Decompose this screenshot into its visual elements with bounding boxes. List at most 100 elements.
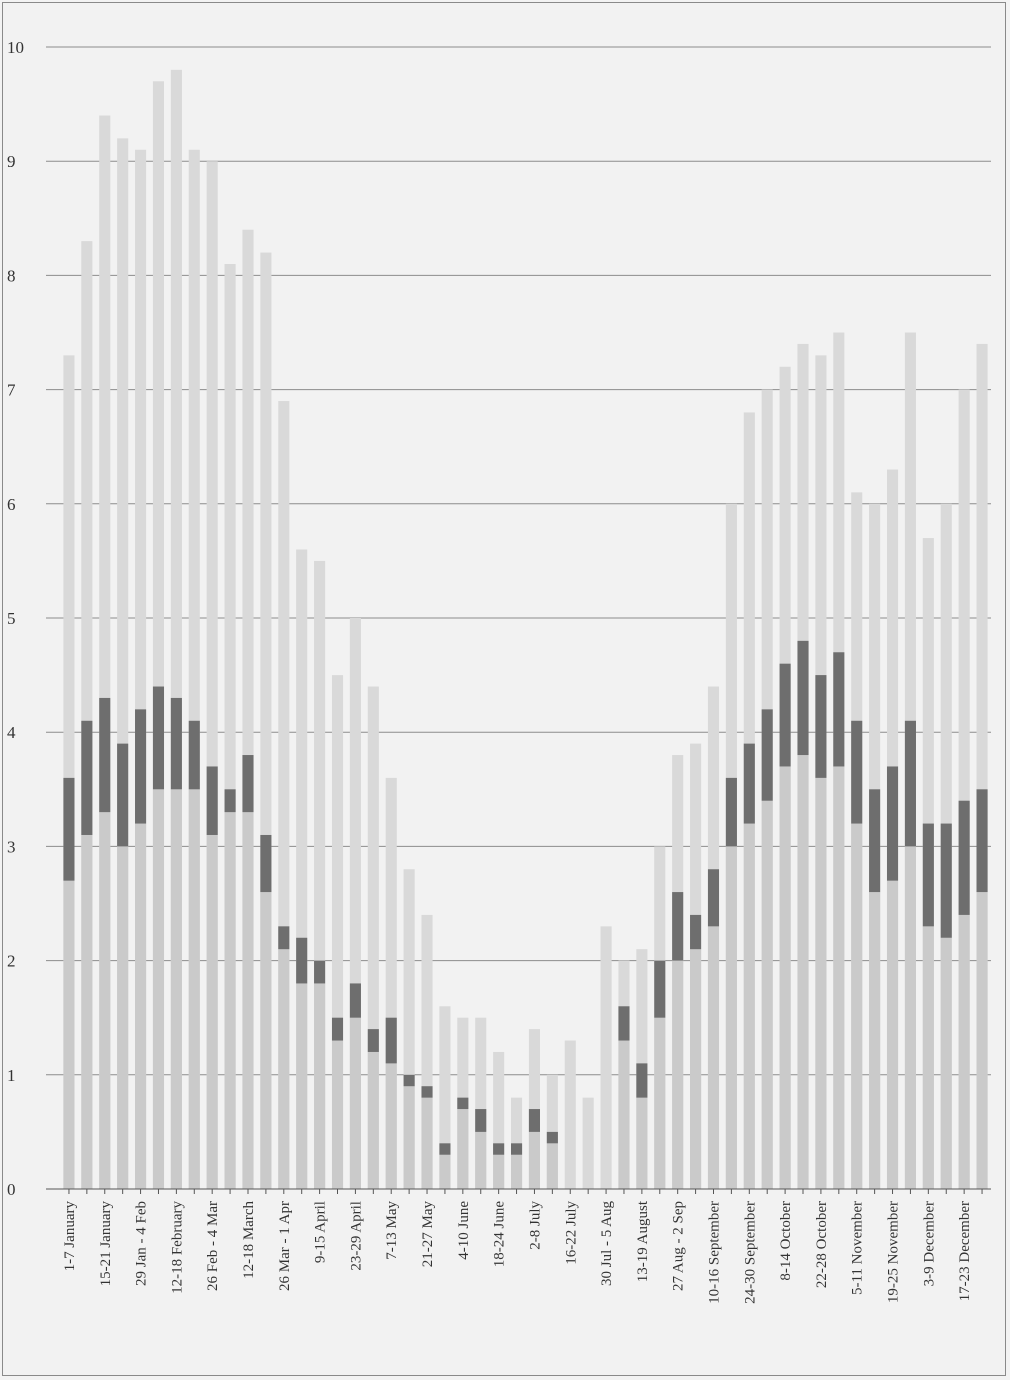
lower-range-bar [797,755,809,1189]
lower-range-bar [761,800,773,1189]
data-marks [63,69,988,1190]
lower-range-bar [707,926,720,1189]
interquartile-box [958,800,970,915]
lower-range-bar [135,823,147,1189]
lower-range-bar [331,1040,344,1189]
lower-range-bar [188,789,200,1189]
interquartile-box [188,720,200,790]
interquartile-box [278,926,290,950]
lower-range-bar [690,949,702,1189]
lower-range-bar [886,880,899,1189]
interquartile-box [242,755,254,813]
grid-lines [46,46,991,1190]
interquartile-box [99,697,111,813]
range-bar [475,1017,487,1189]
range-bar [135,149,147,1189]
x-category-label: 18-24 June [492,1201,508,1268]
x-category-label: 13-19 August [635,1200,651,1282]
interquartile-box [206,766,218,835]
range-bar [958,389,970,1190]
lower-range-bar [869,892,881,1189]
interquartile-box [654,960,666,1018]
interquartile-box [707,869,720,927]
lower-range-bar [976,892,988,1189]
range-bar [224,263,236,1190]
range-bar [117,138,129,1190]
lower-range-bar [725,846,737,1189]
x-category-label: 23-29 April [348,1201,364,1271]
interquartile-box [135,709,147,824]
interquartile-box [743,743,755,824]
x-category-label: 30 Jul - 5 Aug [599,1201,615,1287]
lower-range-bar [242,812,254,1189]
lower-range-bar [278,949,290,1189]
lower-range-bar [296,983,308,1189]
x-category-label: 22-28 October [814,1201,830,1288]
y-tick-label: 10 [7,38,24,57]
interquartile-box [940,823,952,938]
lower-range-bar [833,766,845,1189]
lower-range-bar [940,937,952,1189]
x-category-label: 7-13 May [384,1201,400,1260]
interquartile-box [725,777,737,847]
y-tick-label: 2 [7,952,16,971]
interquartile-box [403,1074,415,1087]
range-bar [564,1040,576,1189]
range-bar [349,618,361,1189]
lower-range-bar [170,789,182,1189]
range-bar [81,241,93,1189]
x-category-label: 26 Feb - 4 Mar [205,1201,221,1291]
x-category-label: 29 Jan - 4 Feb [134,1201,150,1286]
x-category-label: 24-30 September [742,1201,758,1304]
range-bar [260,252,272,1189]
range-bar [152,81,165,1189]
range-bar [314,560,326,1189]
range-bar [331,675,344,1189]
range-bar [99,115,111,1189]
range-bar [242,229,254,1190]
lower-range-bar [99,812,111,1189]
range-bar [582,1097,594,1189]
lower-range-bar [654,1017,666,1189]
y-tick-label: 1 [7,1066,16,1085]
lower-range-bar [922,926,934,1189]
y-tick-label: 7 [7,381,16,400]
x-category-label: 3-9 December [921,1201,937,1286]
lower-range-bar [314,983,326,1189]
lower-range-bar [206,834,218,1189]
interquartile-box [510,1143,523,1155]
interquartile-box [833,652,845,767]
x-axis: 1-7 January 15-21 January 29 Jan - 4 Feb 12… [46,1188,991,1304]
interquartile-box [314,960,326,984]
lower-range-bar [224,812,236,1189]
x-category-label: 10-16 September [706,1201,722,1304]
x-category-label: 2-8 July [527,1201,543,1250]
lower-range-bar [636,1097,648,1189]
lower-range-bar [457,1109,469,1189]
lower-range-bar [421,1097,433,1189]
x-category-label: 4-10 June [456,1201,472,1260]
range-bar [296,549,308,1189]
lower-range-bar [349,1017,361,1189]
interquartile-box [349,983,361,1018]
interquartile-box [922,823,934,927]
lower-range-bar [152,789,165,1189]
interquartile-box [851,720,863,824]
lower-range-bar [117,846,129,1189]
interquartile-box [224,789,236,813]
interquartile-box [117,743,129,847]
x-category-label: 12-18 February [169,1201,185,1294]
interquartile-box [618,1006,630,1041]
y-tick-label: 5 [7,609,16,628]
lower-range-bar [260,892,272,1189]
interquartile-box [457,1097,469,1110]
y-tick-label: 6 [7,495,16,514]
interquartile-box [367,1029,379,1052]
lower-range-bar [815,777,827,1189]
interquartile-box [779,663,791,767]
x-category-label: 9-15 April [313,1201,329,1263]
y-axis: 0 1 2 3 4 5 6 7 8 9 10 [7,38,24,1199]
y-tick-label: 8 [7,266,16,285]
x-category-label: 17-23 December [957,1201,973,1301]
